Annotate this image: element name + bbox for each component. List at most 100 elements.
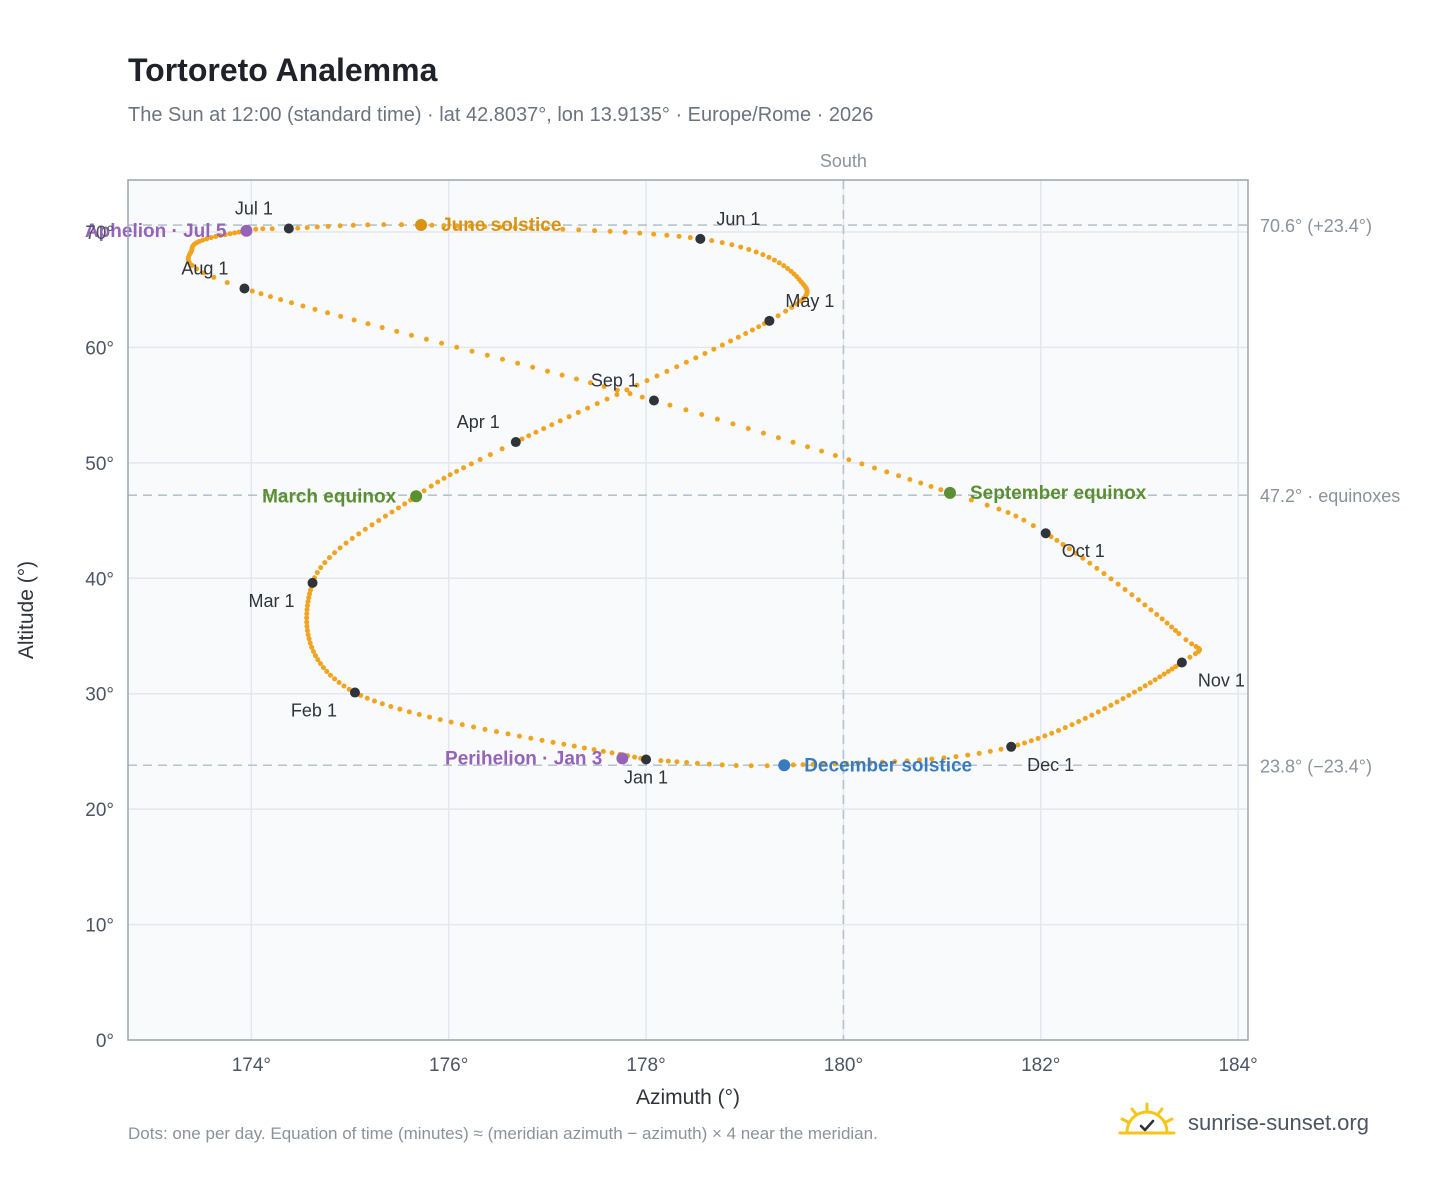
daily-sun-dot <box>559 372 565 378</box>
daily-sun-dot <box>788 268 794 274</box>
daily-sun-dot <box>749 327 755 333</box>
daily-sun-dot <box>706 761 712 767</box>
daily-sun-dot <box>1069 722 1075 728</box>
daily-sun-dot <box>224 280 230 286</box>
daily-sun-dot <box>332 550 338 556</box>
daily-sun-dot <box>304 607 310 613</box>
y-tick-label: 20° <box>85 800 114 821</box>
daily-sun-dot <box>389 509 395 515</box>
daily-sun-dot <box>746 246 752 252</box>
daily-sun-dot <box>304 611 310 617</box>
daily-sun-dot <box>709 238 715 244</box>
daily-sun-dot <box>800 762 806 768</box>
daily-sun-dot <box>1108 702 1114 708</box>
daily-sun-dot <box>604 396 610 402</box>
daily-sun-dot <box>632 754 638 760</box>
daily-sun-dot <box>571 743 577 749</box>
month-marker <box>510 437 521 448</box>
reference-line-label: 23.8° (−23.4°) <box>1260 756 1372 776</box>
daily-sun-dot <box>382 513 388 519</box>
daily-sun-dot <box>790 439 796 445</box>
daily-sun-dot <box>288 300 294 306</box>
daily-sun-dot <box>208 235 214 241</box>
daily-sun-dot <box>423 336 429 342</box>
daily-sun-dot <box>487 452 493 458</box>
event-label: Perihelion · Jan 3 <box>445 748 602 769</box>
daily-sun-dot <box>674 364 680 370</box>
daily-sun-dot <box>624 387 630 393</box>
daily-sun-dot <box>592 228 598 234</box>
daily-sun-dot <box>1165 668 1171 674</box>
reference-line-label: 70.6° (+23.4°) <box>1260 216 1372 236</box>
brand-logo[interactable]: sunrise-sunset.org <box>1118 1102 1369 1143</box>
daily-sun-dot <box>441 223 447 229</box>
daily-sun-dot <box>454 468 460 474</box>
daily-sun-dot <box>976 750 982 756</box>
plot-frame <box>127 179 1249 1041</box>
daily-sun-dot <box>306 636 312 642</box>
daily-sun-dot <box>916 757 922 763</box>
month-marker <box>307 577 318 588</box>
daily-sun-dot <box>1087 560 1093 566</box>
plot-background <box>128 180 1248 1040</box>
daily-sun-dot <box>477 457 483 463</box>
daily-sun-dot <box>1095 709 1101 715</box>
daily-sun-dot <box>304 623 310 629</box>
daily-sun-dot <box>904 758 910 764</box>
daily-sun-dot <box>365 222 371 228</box>
daily-sun-dot <box>337 545 343 551</box>
daily-sun-dot <box>307 591 313 597</box>
daily-sun-dot <box>998 746 1004 752</box>
daily-sun-dot <box>454 344 460 350</box>
daily-sun-dot <box>1164 620 1170 626</box>
daily-sun-dot <box>968 497 974 503</box>
daily-sun-dot <box>719 342 725 348</box>
daily-sun-dot <box>232 230 238 236</box>
daily-sun-dot <box>1169 624 1175 630</box>
daily-sun-dot <box>429 222 435 228</box>
daily-sun-dot <box>435 479 441 485</box>
daily-sun-dot <box>325 223 331 229</box>
daily-sun-dot <box>1176 631 1182 637</box>
daily-sun-dot <box>693 355 699 361</box>
daily-sun-dot <box>304 619 310 625</box>
daily-sun-dot <box>702 350 708 356</box>
daily-sun-dot <box>684 760 690 766</box>
daily-sun-path <box>185 222 1203 769</box>
month-marker <box>1040 528 1051 539</box>
daily-sun-dot <box>753 249 759 255</box>
daily-sun-dot <box>439 340 445 346</box>
daily-sun-dot <box>637 230 643 236</box>
daily-sun-dot <box>482 726 488 732</box>
daily-sun-dot <box>310 648 316 654</box>
daily-sun-dot <box>1073 550 1079 556</box>
daily-sun-dot <box>783 308 789 314</box>
month-label: Nov 1 <box>1198 671 1245 691</box>
daily-sun-dot <box>1094 565 1100 571</box>
daily-sun-dot <box>941 755 947 761</box>
event-label: March equinox <box>262 486 397 507</box>
month-marker <box>695 233 706 244</box>
daily-sun-dot <box>1135 597 1141 603</box>
daily-sun-dot <box>896 473 902 479</box>
daily-sun-dot <box>566 414 572 420</box>
daily-sun-dot <box>1082 715 1088 721</box>
daily-sun-dot <box>249 288 255 294</box>
daily-sun-dot <box>371 698 377 704</box>
daily-sun-dot <box>314 224 320 230</box>
daily-sun-dot <box>416 711 422 717</box>
daily-sun-dot <box>519 436 525 442</box>
daily-sun-dot <box>867 760 873 766</box>
daily-sun-dot <box>1022 740 1028 746</box>
daily-sun-dot <box>1159 616 1165 622</box>
daily-sun-dot <box>314 570 320 576</box>
daily-sun-dot <box>687 235 693 241</box>
daily-sun-dot <box>1148 607 1154 613</box>
daily-sun-dot <box>526 433 532 439</box>
daily-sun-dot <box>1120 696 1126 702</box>
daily-sun-dot <box>227 231 233 237</box>
daily-sun-dot <box>819 448 825 454</box>
daily-sun-dot <box>369 522 375 528</box>
daily-sun-dot <box>305 632 311 638</box>
daily-sun-dot <box>201 270 207 276</box>
